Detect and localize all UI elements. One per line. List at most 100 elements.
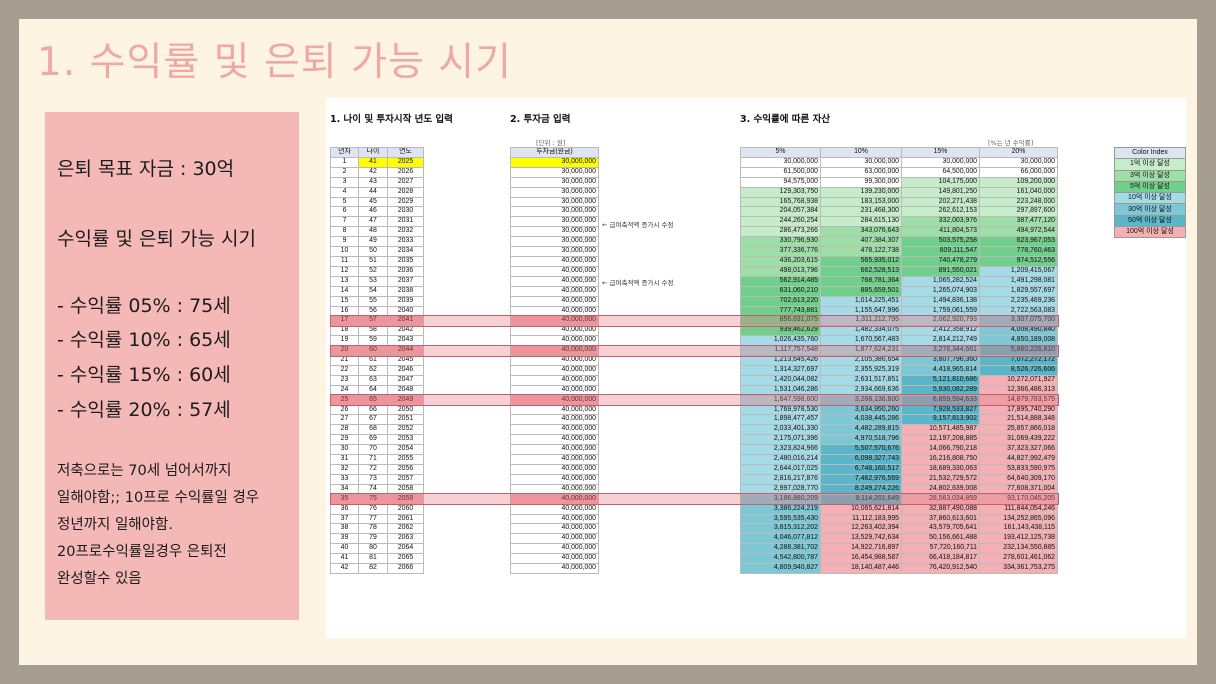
invest-cell[interactable]: 40,000,000: [510, 305, 599, 317]
asset-20-cell[interactable]: 278,601,461,062: [979, 553, 1058, 565]
age-cell[interactable]: 62: [358, 364, 388, 376]
asset-5-cell[interactable]: 165,768,938: [740, 196, 821, 208]
invest-cell[interactable]: 40,000,000: [510, 285, 599, 297]
asset-20-cell[interactable]: 10,272,071,927: [979, 374, 1058, 386]
age-cell[interactable]: 54: [358, 285, 388, 297]
asset-20-cell[interactable]: 5,860,226,810: [979, 345, 1058, 357]
asset-5-cell[interactable]: 204,057,384: [740, 206, 821, 218]
asset-10-cell[interactable]: 565,935,012: [820, 255, 902, 267]
year-no-cell[interactable]: 31: [330, 454, 359, 465]
asset-5-cell[interactable]: 1,647,598,600: [740, 394, 821, 406]
asset-10-cell[interactable]: 231,468,300: [820, 206, 902, 218]
asset-10-cell[interactable]: 3,634,950,260: [820, 404, 902, 416]
year-no-cell[interactable]: 32: [330, 464, 359, 475]
year-cell[interactable]: 2029: [387, 196, 424, 208]
year-no-cell[interactable]: 42: [330, 563, 359, 574]
year-no-cell[interactable]: 21: [330, 355, 359, 366]
asset-15-cell[interactable]: 202,271,438: [901, 196, 980, 208]
year-cell[interactable]: 2063: [387, 533, 424, 545]
year-cell[interactable]: 2059: [387, 493, 424, 505]
asset-5-cell[interactable]: 30,000,000: [740, 156, 821, 168]
asset-5-cell[interactable]: 61,500,000: [740, 166, 821, 178]
asset-10-cell[interactable]: 8,249,274,226: [820, 483, 902, 495]
asset-5-cell[interactable]: 1,213,645,426: [740, 355, 821, 366]
asset-5-cell[interactable]: 856,631,075: [740, 315, 821, 327]
invest-cell[interactable]: 40,000,000: [510, 513, 599, 525]
asset-10-cell[interactable]: 16,454,988,587: [820, 553, 902, 565]
year-cell[interactable]: 2049: [387, 394, 424, 406]
asset-5-cell[interactable]: 2,175,071,396: [740, 434, 821, 446]
year-cell[interactable]: 2048: [387, 384, 424, 396]
age-cell[interactable]: 76: [358, 503, 388, 515]
year-cell[interactable]: 2062: [387, 523, 424, 535]
year-no-cell[interactable]: 12: [330, 265, 359, 277]
age-cell[interactable]: 63: [358, 374, 388, 386]
invest-cell[interactable]: 40,000,000: [510, 265, 599, 277]
asset-5-cell[interactable]: 436,203,615: [740, 255, 821, 267]
year-cell[interactable]: 2057: [387, 473, 424, 485]
year-no-cell[interactable]: 24: [330, 384, 359, 396]
invest-cell[interactable]: 40,000,000: [510, 414, 599, 426]
age-cell[interactable]: 71: [358, 454, 388, 465]
asset-5-cell[interactable]: 1,420,044,082: [740, 374, 821, 386]
asset-20-cell[interactable]: 297,897,600: [979, 206, 1058, 218]
year-cell[interactable]: 2033: [387, 236, 424, 248]
invest-cell[interactable]: 40,000,000: [510, 404, 599, 416]
year-no-cell[interactable]: 28: [330, 424, 359, 436]
year-cell[interactable]: 2028: [387, 186, 424, 198]
asset-10-cell[interactable]: 2,631,517,851: [820, 374, 902, 386]
year-cell[interactable]: 2056: [387, 464, 424, 475]
asset-20-cell[interactable]: 494,972,544: [979, 226, 1058, 238]
year-no-cell[interactable]: 37: [330, 513, 359, 525]
asset-5-cell[interactable]: 2,033,401,330: [740, 424, 821, 436]
asset-20-cell[interactable]: 1,829,557,697: [979, 285, 1058, 297]
asset-5-cell[interactable]: 702,613,220: [740, 295, 821, 307]
asset-5-cell[interactable]: 2,323,824,966: [740, 444, 821, 456]
asset-5-cell[interactable]: 1,314,327,697: [740, 364, 821, 376]
asset-5-cell[interactable]: 631,060,210: [740, 285, 821, 297]
asset-15-cell[interactable]: 1,494,836,138: [901, 295, 980, 307]
asset-15-cell[interactable]: 18,689,330,063: [901, 464, 980, 475]
asset-15-cell[interactable]: 4,418,965,814: [901, 364, 980, 376]
asset-10-cell[interactable]: 14,922,716,897: [820, 543, 902, 555]
age-cell[interactable]: 69: [358, 434, 388, 446]
asset-15-cell[interactable]: 1,759,061,559: [901, 305, 980, 317]
asset-20-cell[interactable]: 134,252,865,096: [979, 513, 1058, 525]
year-no-cell[interactable]: 8: [330, 226, 359, 238]
year-cell[interactable]: 2036: [387, 265, 424, 277]
age-cell[interactable]: 70: [358, 444, 388, 456]
invest-cell[interactable]: 40,000,000: [510, 424, 599, 436]
asset-10-cell[interactable]: 9,114,201,649: [820, 493, 902, 505]
age-cell[interactable]: 74: [358, 483, 388, 495]
age-cell[interactable]: 51: [358, 255, 388, 267]
asset-20-cell[interactable]: 8,526,726,606: [979, 364, 1058, 376]
year-no-cell[interactable]: 19: [330, 335, 359, 347]
asset-15-cell[interactable]: 7,928,533,827: [901, 404, 980, 416]
year-cell[interactable]: 2066: [387, 563, 424, 574]
asset-20-cell[interactable]: 30,000,000: [979, 156, 1058, 168]
year-no-cell[interactable]: 11: [330, 255, 359, 267]
invest-cell[interactable]: 40,000,000: [510, 563, 599, 574]
asset-20-cell[interactable]: 778,760,463: [979, 246, 1058, 257]
asset-10-cell[interactable]: 7,462,976,569: [820, 473, 902, 485]
asset-20-cell[interactable]: 161,040,000: [979, 186, 1058, 198]
age-cell[interactable]: 81: [358, 553, 388, 565]
asset-20-cell[interactable]: 14,879,783,575: [979, 394, 1058, 406]
invest-cell[interactable]: 40,000,000: [510, 374, 599, 386]
asset-15-cell[interactable]: 5,930,082,289: [901, 384, 980, 396]
age-cell[interactable]: 50: [358, 246, 388, 257]
invest-cell[interactable]: 40,000,000: [510, 454, 599, 465]
asset-15-cell[interactable]: 66,418,184,817: [901, 553, 980, 565]
asset-10-cell[interactable]: 183,153,000: [820, 196, 902, 208]
asset-5-cell[interactable]: 1,898,477,457: [740, 414, 821, 426]
age-cell[interactable]: 44: [358, 186, 388, 198]
asset-20-cell[interactable]: 37,323,327,066: [979, 444, 1058, 456]
year-cell[interactable]: 2042: [387, 325, 424, 337]
asset-15-cell[interactable]: 2,062,920,793: [901, 315, 980, 327]
year-no-cell[interactable]: 23: [330, 374, 359, 386]
year-cell[interactable]: 2061: [387, 513, 424, 525]
asset-20-cell[interactable]: 193,412,125,738: [979, 533, 1058, 545]
year-cell[interactable]: 2039: [387, 295, 424, 307]
age-cell[interactable]: 73: [358, 473, 388, 485]
invest-cell[interactable]: 40,000,000: [510, 355, 599, 366]
